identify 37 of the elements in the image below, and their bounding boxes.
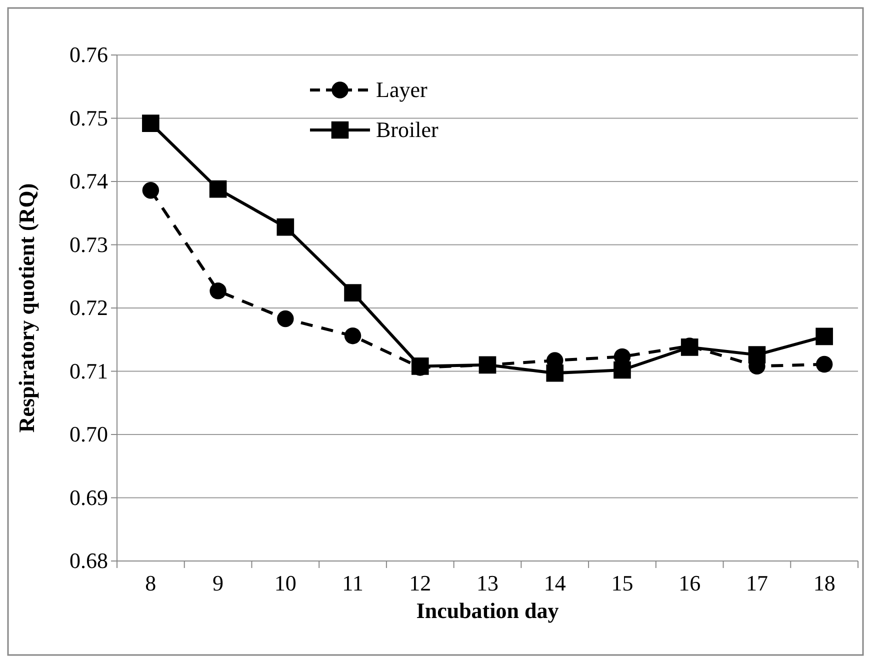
point: [209, 180, 227, 198]
y-axis-title: Respiratory quotient (RQ): [14, 183, 39, 433]
point: [344, 284, 362, 302]
x-tick-label: 9: [212, 570, 224, 596]
x-tick-label: 18: [813, 570, 836, 596]
point: [344, 327, 362, 344]
x-tick-label: 8: [145, 570, 156, 596]
y-tick-label: 0.71: [70, 358, 108, 384]
point: [816, 328, 833, 346]
point: [142, 114, 160, 132]
point: [142, 182, 160, 199]
legend-label: Layer: [376, 77, 428, 102]
point: [276, 218, 294, 236]
point: [748, 346, 766, 364]
y-tick-label: 0.69: [70, 484, 108, 510]
y-tick-label: 0.75: [70, 105, 108, 130]
point: [546, 364, 564, 382]
x-tick-label: 13: [476, 570, 498, 596]
y-tick-label: 0.68: [70, 548, 108, 574]
x-tick-label: 16: [678, 570, 701, 596]
legend-label: Broiler: [376, 117, 439, 142]
point: [614, 361, 631, 379]
y-tick-label: 0.76: [70, 42, 108, 68]
point: [210, 282, 226, 300]
x-tick-label: 12: [409, 570, 432, 596]
x-tick-label: 17: [746, 570, 768, 596]
y-tick-label: 0.74: [70, 168, 108, 194]
x-tick-label: 10: [274, 570, 296, 596]
y-tick-label: 0.73: [70, 232, 108, 257]
point: [816, 356, 833, 373]
y-tick-label: 0.72: [70, 295, 108, 320]
x-tick-label: 14: [544, 570, 566, 596]
point: [277, 310, 294, 328]
x-tick-label: 15: [611, 570, 634, 596]
x-axis-title: Incubation day: [416, 598, 559, 623]
x-tick-label: 11: [342, 570, 364, 596]
y-tick-label: 0.70: [70, 422, 108, 447]
